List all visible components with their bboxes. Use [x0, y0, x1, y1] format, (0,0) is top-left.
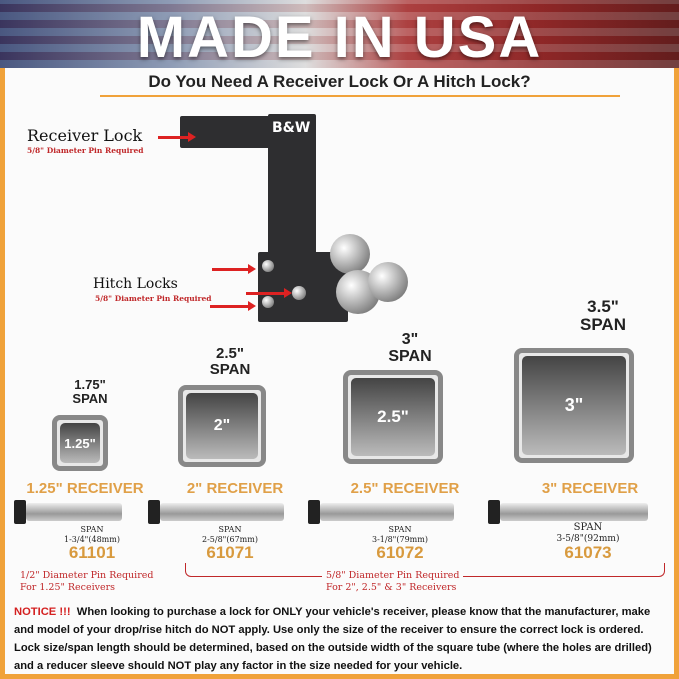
part-number: 61071 — [206, 543, 254, 562]
receiver-title: 3" RECEIVER — [541, 480, 639, 497]
subtitle: Do You Need A Receiver Lock Or A Hitch L… — [148, 72, 531, 91]
lock-pin-image — [308, 500, 454, 524]
lock-pin-image — [488, 500, 648, 524]
receiver-title: 1.25" RECEIVER — [26, 480, 144, 497]
part-number: 61072 — [376, 543, 424, 562]
part-number: 61073 — [564, 543, 612, 562]
notice-label: NOTICE !!! — [14, 606, 71, 618]
notice-text: NOTICE !!! When looking to purchase a lo… — [14, 606, 652, 672]
inner-size: 1.25" — [60, 423, 100, 463]
span-word: SPAN — [72, 390, 108, 406]
receiver-lock-label: Receiver Lock — [27, 126, 143, 145]
lock-pin-image — [148, 500, 284, 524]
flag-banner: MADE IN USA — [0, 0, 679, 68]
hitch-locks-label: Hitch Locks — [93, 276, 178, 292]
receiver-title: 2.5" RECEIVER — [350, 480, 460, 497]
receiver-lock-note: 5/8" Diameter Pin Required — [27, 146, 144, 155]
arrow-icon — [210, 301, 256, 311]
lock-pin-image — [14, 500, 122, 524]
hitch-locks-note: 5/8" Diameter Pin Required — [95, 294, 212, 303]
large-pin-note: 5/8" Diameter Pin Required For 2", 2.5" &… — [322, 570, 464, 594]
part-number: 61101 — [68, 543, 116, 562]
divider — [100, 95, 620, 97]
brand-logo: B&W — [272, 120, 311, 136]
arrow-icon — [212, 264, 256, 274]
arrow-icon — [158, 132, 196, 142]
span-value: 1.75" — [74, 377, 106, 392]
banner-title: MADE IN USA — [136, 5, 543, 68]
arrow-icon — [246, 288, 292, 298]
receiver-title: 2" RECEIVER — [186, 480, 284, 497]
small-pin-note: 1/2" Diameter Pin Required For 1.25" Rece… — [20, 570, 154, 593]
